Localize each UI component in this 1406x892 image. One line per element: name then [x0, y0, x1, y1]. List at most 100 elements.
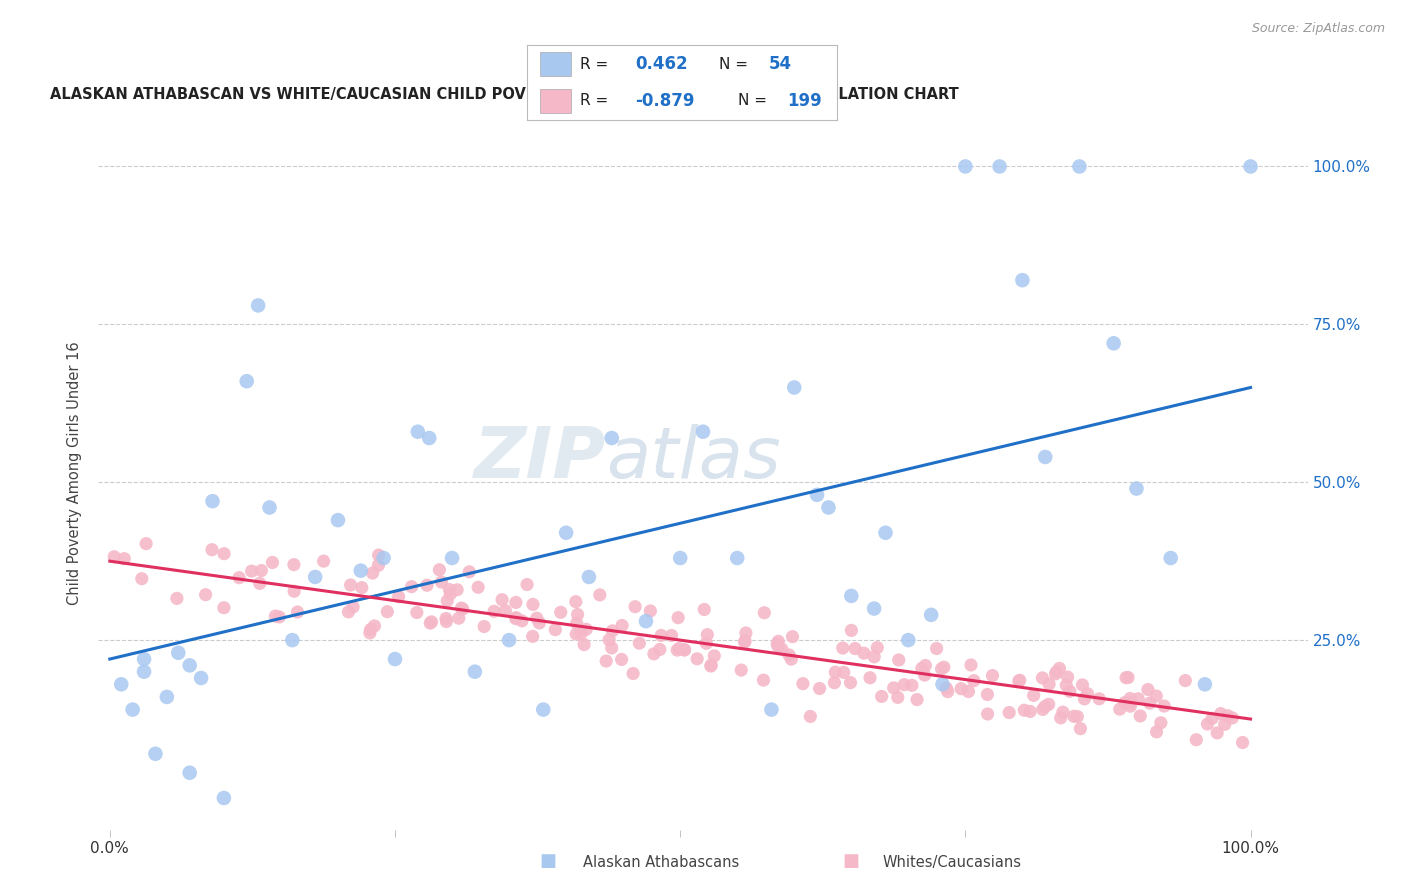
- Point: [1077, 687, 1099, 701]
- Point: [262, 556, 284, 570]
- Point: [936, 684, 959, 698]
- Point: [1052, 705, 1074, 719]
- Point: [852, 646, 875, 660]
- Point: [931, 677, 953, 691]
- Point: [405, 606, 427, 620]
- Point: [610, 652, 633, 666]
- Point: [436, 594, 458, 608]
- Point: [1045, 665, 1067, 679]
- Point: [734, 634, 756, 648]
- Point: [1239, 160, 1261, 174]
- Point: [450, 601, 472, 615]
- Point: [950, 681, 973, 696]
- Point: [419, 616, 441, 631]
- Point: [1185, 732, 1208, 747]
- Point: [1069, 722, 1091, 736]
- Point: [505, 595, 527, 609]
- Point: [416, 578, 439, 592]
- Point: [998, 706, 1021, 720]
- Point: [780, 652, 803, 666]
- Point: [808, 681, 831, 696]
- Point: [339, 578, 361, 592]
- Point: [1014, 703, 1036, 717]
- Point: [752, 673, 775, 687]
- Point: [1126, 691, 1149, 706]
- Point: [167, 646, 190, 660]
- Point: [914, 668, 936, 682]
- Point: [957, 684, 980, 698]
- Point: [734, 635, 756, 649]
- Point: [360, 623, 382, 637]
- Point: [304, 570, 326, 584]
- Point: [621, 666, 644, 681]
- Point: [1069, 160, 1091, 174]
- Point: [768, 634, 790, 648]
- Point: [194, 588, 217, 602]
- Point: [103, 549, 125, 564]
- Point: [783, 380, 806, 394]
- Text: 199: 199: [787, 92, 823, 110]
- Point: [550, 605, 572, 619]
- Point: [824, 665, 846, 680]
- Point: [228, 571, 250, 585]
- Point: [1119, 691, 1142, 706]
- Point: [179, 658, 201, 673]
- Point: [135, 536, 157, 550]
- Point: [1054, 678, 1077, 692]
- Point: [602, 624, 624, 638]
- Point: [589, 588, 612, 602]
- Point: [893, 678, 915, 692]
- Point: [1008, 673, 1031, 688]
- Point: [761, 702, 783, 716]
- Point: [1160, 551, 1182, 566]
- Point: [447, 611, 470, 625]
- Point: [491, 592, 513, 607]
- Point: [464, 665, 486, 679]
- Point: [1114, 696, 1136, 710]
- Point: [673, 642, 696, 657]
- Point: [887, 690, 910, 705]
- Point: [695, 636, 717, 650]
- Point: [350, 581, 373, 595]
- Point: [981, 668, 1004, 682]
- Point: [363, 619, 385, 633]
- Point: [703, 648, 725, 663]
- Point: [326, 513, 349, 527]
- Point: [565, 616, 588, 631]
- Point: [935, 681, 957, 696]
- Point: [373, 551, 395, 566]
- Point: [388, 590, 411, 604]
- Point: [735, 626, 758, 640]
- Point: [578, 570, 600, 584]
- Point: [482, 604, 505, 618]
- Point: [595, 654, 617, 668]
- Y-axis label: Child Poverty Among Girls Under 16: Child Poverty Among Girls Under 16: [67, 341, 83, 605]
- Point: [955, 160, 977, 174]
- Point: [648, 642, 671, 657]
- Point: [179, 765, 201, 780]
- Point: [823, 675, 845, 690]
- Point: [640, 604, 662, 618]
- Point: [516, 577, 538, 591]
- Point: [235, 374, 257, 388]
- Point: [1063, 709, 1085, 723]
- Point: [420, 615, 443, 629]
- Point: [844, 641, 866, 656]
- Point: [1194, 677, 1216, 691]
- Point: [1049, 661, 1071, 675]
- Text: N =: N =: [738, 93, 766, 108]
- Point: [131, 572, 153, 586]
- Point: [1153, 699, 1175, 714]
- Point: [905, 692, 928, 706]
- Text: N =: N =: [718, 57, 748, 72]
- Text: Alaskan Athabascans: Alaskan Athabascans: [583, 855, 740, 870]
- Point: [1038, 677, 1060, 691]
- Point: [624, 599, 647, 614]
- Point: [361, 566, 384, 580]
- Point: [337, 605, 360, 619]
- Point: [166, 591, 188, 606]
- Point: [766, 637, 789, 651]
- Point: [510, 614, 533, 628]
- Point: [806, 488, 828, 502]
- Point: [1150, 715, 1173, 730]
